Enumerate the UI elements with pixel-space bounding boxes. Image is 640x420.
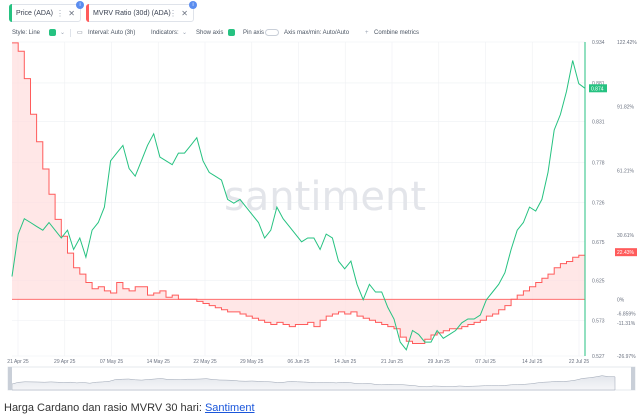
x-tick-label: 29 May 25: [240, 359, 264, 365]
metric-tabs: Price (ADA) ⋮ ✕ i MVRV Ratio (30d) (ADA)…: [0, 0, 640, 26]
x-tick-label: 07 Jul 25: [475, 359, 496, 365]
x-tick-label: 06 Jun 25: [288, 359, 310, 365]
tab-mvrv[interactable]: MVRV Ratio (30d) (ADA) ⋮ ✕ i: [86, 1, 197, 22]
chart-toolbar: Style: Line ⌄ ▭ Interval: Auto (3h) Indi…: [0, 26, 640, 40]
price-tick-label: 0.527: [592, 354, 605, 360]
price-current-badge: [589, 84, 607, 93]
price-tick-label: 0.934: [592, 40, 605, 46]
navigator-area: [11, 375, 616, 391]
x-tick-label: 21 Jun 25: [381, 359, 403, 365]
x-tick-label: 29 Jun 25: [428, 359, 450, 365]
info-badge-icon[interactable]: i: [189, 1, 197, 9]
x-tick-label: 14 May 25: [147, 359, 171, 365]
price-tick-label: 0.726: [592, 200, 605, 206]
interval-select[interactable]: Interval: Auto (3h): [88, 30, 136, 36]
axis-maxmin-select[interactable]: Axis max/min: Auto/Auto: [284, 30, 350, 36]
mvrv-current-label: 22.43%: [617, 250, 635, 256]
price-tick-label: 0.625: [592, 278, 605, 284]
x-tick-label: 14 Jun 25: [334, 359, 356, 365]
mvrv-tick-label: -6.859%: [617, 312, 636, 318]
series-line-price: [11, 60, 586, 351]
price-tick-label: 0.831: [592, 119, 605, 125]
pin-axis-toggle[interactable]: [265, 29, 279, 36]
calendar-icon: ▭: [77, 30, 83, 36]
divider: [70, 29, 71, 37]
tab-price-color: [9, 4, 12, 22]
series-line-mvrv: [12, 42, 586, 344]
mvrv-axis: 122.42% 91.82% 61.21% 30.61% 0% -6.859% -11.31…: [615, 40, 637, 360]
x-tick-label: 21 Apr 25: [7, 359, 29, 365]
price-axis: 0.934 0.881 0.831 0.778 0.726 0.675 0.625 0.573…: [584, 40, 607, 360]
mvrv-tick-label: 91.82%: [617, 104, 635, 110]
mvrv-tick-label: 122.42%: [617, 40, 637, 46]
tab-mvrv-color: [86, 4, 89, 22]
tab-price-label: Price (ADA): [16, 10, 53, 17]
chevron-down-icon[interactable]: ⌄: [60, 30, 66, 36]
navigator-handle-right: [631, 367, 635, 390]
mvrv-tick-label: 0%: [617, 297, 625, 303]
color-swatch[interactable]: [49, 29, 56, 36]
indicators-button[interactable]: Indicators:: [151, 30, 179, 36]
mvrv-tick-label: 61.21%: [617, 169, 635, 175]
x-axis: 21 Apr 25 29 Apr 25 07 May 25 14 May 25 22 M…: [7, 359, 589, 365]
more-icon[interactable]: ⋮: [169, 9, 177, 18]
show-axis-checkbox[interactable]: [228, 29, 235, 36]
mvrv-tick-label: 30.61%: [617, 233, 635, 239]
pin-axis-label: Pin axis: [243, 30, 265, 36]
close-icon[interactable]: ✕: [181, 9, 188, 18]
price-tick-label: 0.881: [592, 81, 605, 87]
x-tick-label: 07 May 25: [100, 359, 124, 365]
tab-price[interactable]: Price (ADA) ⋮ ✕ i: [9, 1, 84, 22]
x-tick-label: 22 Jul 25: [569, 359, 590, 365]
caption-text: Harga Cardano dan rasio MVRV 30 hari:: [4, 402, 205, 414]
mvrv-tick-label: -26.97%: [617, 354, 636, 360]
price-tick-label: 0.778: [592, 160, 605, 166]
price-tick-label: 0.573: [592, 319, 605, 325]
source-link[interactable]: Santiment: [204, 402, 255, 414]
close-icon[interactable]: ✕: [68, 9, 75, 18]
combine-icon: +: [365, 30, 369, 36]
range-navigator[interactable]: [7, 366, 636, 391]
x-tick-label: 29 Apr 25: [54, 359, 76, 365]
navigator-handle-left: [8, 367, 12, 390]
x-tick-label: 22 May 25: [193, 359, 217, 365]
show-axis-label: Show axis: [196, 30, 224, 36]
caption: Harga Cardano dan rasio MVRV 30 hari: Sa…: [4, 402, 255, 414]
info-badge-icon[interactable]: i: [76, 1, 84, 9]
chart-canvas[interactable]: santiment 0.934 0.881 0.831 0.778 0.726 0.675…: [0, 38, 640, 398]
price-current-label: 0.874: [591, 86, 604, 92]
watermark: santiment: [224, 174, 426, 220]
tab-mvrv-label: MVRV Ratio (30d) (ADA): [93, 10, 171, 17]
x-tick-label: 14 Jul 25: [522, 359, 543, 365]
combine-metrics-button[interactable]: Combine metrics: [374, 30, 420, 36]
mvrv-tick-label: -11.31%: [617, 321, 636, 327]
chevron-down-icon[interactable]: ⌄: [182, 30, 188, 36]
style-select[interactable]: Style: Line: [12, 30, 41, 36]
more-icon[interactable]: ⋮: [56, 9, 64, 18]
price-tick-label: 0.675: [592, 240, 605, 246]
mvrv-current-badge: [615, 248, 637, 257]
